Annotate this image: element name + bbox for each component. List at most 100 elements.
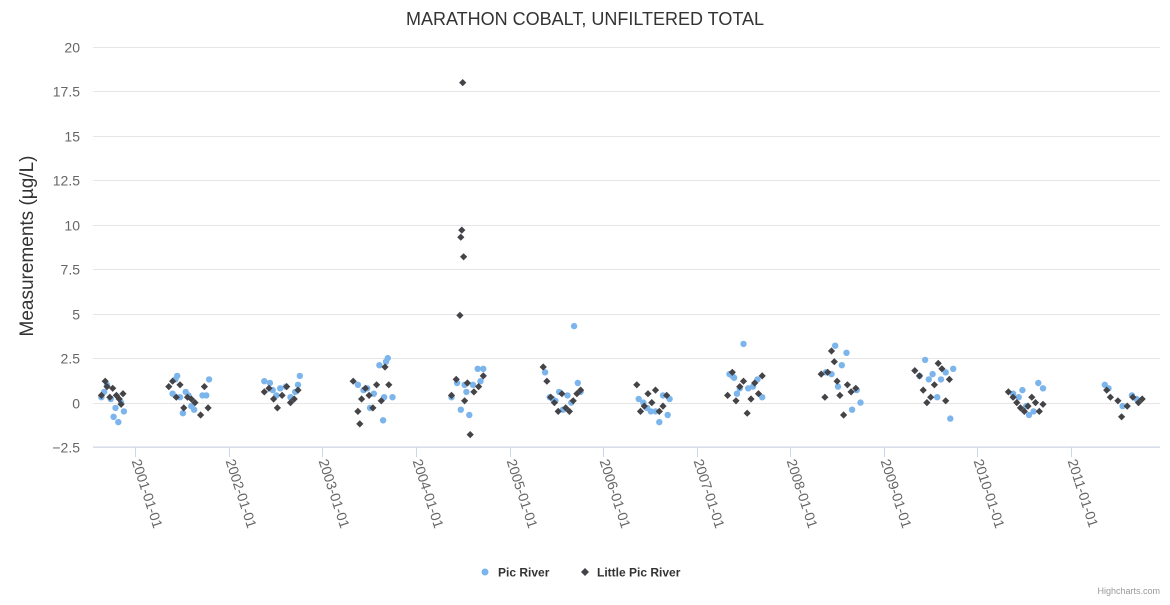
data-point bbox=[457, 406, 464, 413]
data-point bbox=[466, 431, 474, 439]
series-little-pic-river bbox=[97, 79, 1146, 439]
data-point bbox=[927, 393, 935, 401]
data-point bbox=[832, 342, 839, 349]
data-point bbox=[120, 408, 128, 415]
data-point bbox=[1019, 386, 1026, 394]
y-tick-label: 0 bbox=[72, 396, 80, 412]
data-point bbox=[1129, 393, 1137, 401]
data-point bbox=[458, 226, 466, 234]
data-point bbox=[543, 377, 551, 385]
data-point bbox=[480, 365, 487, 372]
legend-marker-diamond-icon bbox=[581, 568, 589, 576]
y-tick-label: 20 bbox=[64, 40, 80, 56]
data-point bbox=[377, 397, 385, 405]
data-point bbox=[463, 388, 470, 396]
data-point bbox=[273, 404, 281, 412]
data-point bbox=[843, 349, 850, 356]
data-point bbox=[117, 400, 125, 408]
data-point bbox=[635, 395, 642, 403]
data-points bbox=[97, 79, 1146, 439]
data-point bbox=[923, 399, 931, 407]
data-point bbox=[1035, 407, 1043, 415]
y-tick-label: 10 bbox=[64, 218, 80, 234]
data-point bbox=[460, 253, 468, 261]
data-point bbox=[109, 384, 117, 392]
data-point bbox=[647, 408, 654, 415]
data-point bbox=[732, 397, 740, 405]
data-point bbox=[474, 365, 481, 372]
data-point bbox=[354, 381, 362, 388]
data-point bbox=[743, 409, 751, 417]
data-point bbox=[848, 406, 856, 413]
data-point bbox=[115, 418, 122, 426]
data-point bbox=[112, 404, 119, 412]
data-point bbox=[843, 381, 851, 389]
data-point bbox=[197, 411, 205, 419]
legend: Pic River Little Pic River bbox=[481, 566, 681, 580]
legend-marker-circle-icon bbox=[481, 568, 489, 576]
data-point bbox=[361, 384, 369, 392]
data-point bbox=[459, 79, 467, 87]
credits-link[interactable]: Highcharts.com bbox=[1097, 586, 1160, 596]
data-point bbox=[205, 376, 213, 383]
data-point bbox=[1039, 400, 1047, 408]
data-point bbox=[651, 386, 660, 394]
data-point bbox=[294, 381, 302, 388]
data-point bbox=[648, 399, 656, 407]
data-point bbox=[836, 391, 844, 399]
y-tick-label: 15 bbox=[64, 129, 80, 145]
data-point bbox=[950, 365, 957, 372]
data-point bbox=[204, 404, 212, 412]
data-point bbox=[659, 392, 667, 399]
data-point bbox=[470, 388, 478, 396]
data-point bbox=[112, 391, 120, 399]
data-point bbox=[937, 376, 945, 383]
data-point bbox=[1123, 402, 1131, 410]
data-point bbox=[385, 381, 393, 389]
data-point bbox=[659, 402, 667, 410]
data-point bbox=[636, 407, 645, 415]
y-tick-label: 2.5 bbox=[61, 351, 81, 367]
data-point bbox=[200, 383, 208, 391]
data-point bbox=[652, 408, 659, 415]
data-point bbox=[550, 399, 558, 407]
data-point bbox=[633, 381, 641, 389]
data-point bbox=[261, 378, 268, 385]
data-point bbox=[283, 383, 291, 391]
data-point bbox=[479, 372, 487, 380]
data-point bbox=[740, 340, 747, 348]
data-point bbox=[925, 376, 932, 383]
data-point bbox=[278, 391, 286, 399]
legend-item-pic-river[interactable]: Pic River bbox=[481, 566, 550, 580]
data-point bbox=[373, 381, 381, 389]
data-point bbox=[947, 415, 954, 422]
data-point bbox=[260, 388, 268, 396]
data-point bbox=[656, 418, 663, 426]
data-point bbox=[106, 393, 114, 401]
data-point bbox=[1039, 385, 1047, 392]
data-point bbox=[266, 379, 274, 387]
data-point bbox=[1025, 411, 1033, 419]
data-point bbox=[1030, 408, 1037, 415]
data-point bbox=[824, 368, 832, 376]
data-point bbox=[938, 365, 946, 373]
data-point bbox=[919, 386, 927, 394]
data-point bbox=[758, 372, 766, 380]
data-point bbox=[840, 411, 848, 419]
data-point bbox=[286, 399, 295, 407]
legend-label: Little Pic River bbox=[597, 566, 681, 580]
y-tick-label: −2.5 bbox=[52, 440, 80, 456]
legend-item-little-pic-river[interactable]: Little Pic River bbox=[581, 566, 681, 580]
data-point bbox=[365, 391, 373, 399]
data-point bbox=[934, 394, 941, 401]
data-point bbox=[354, 407, 362, 415]
data-point bbox=[203, 392, 210, 399]
data-point bbox=[569, 397, 577, 405]
data-point bbox=[477, 378, 484, 385]
data-point bbox=[456, 311, 464, 319]
data-point bbox=[747, 395, 755, 403]
data-point bbox=[174, 372, 181, 380]
data-point bbox=[857, 399, 864, 406]
